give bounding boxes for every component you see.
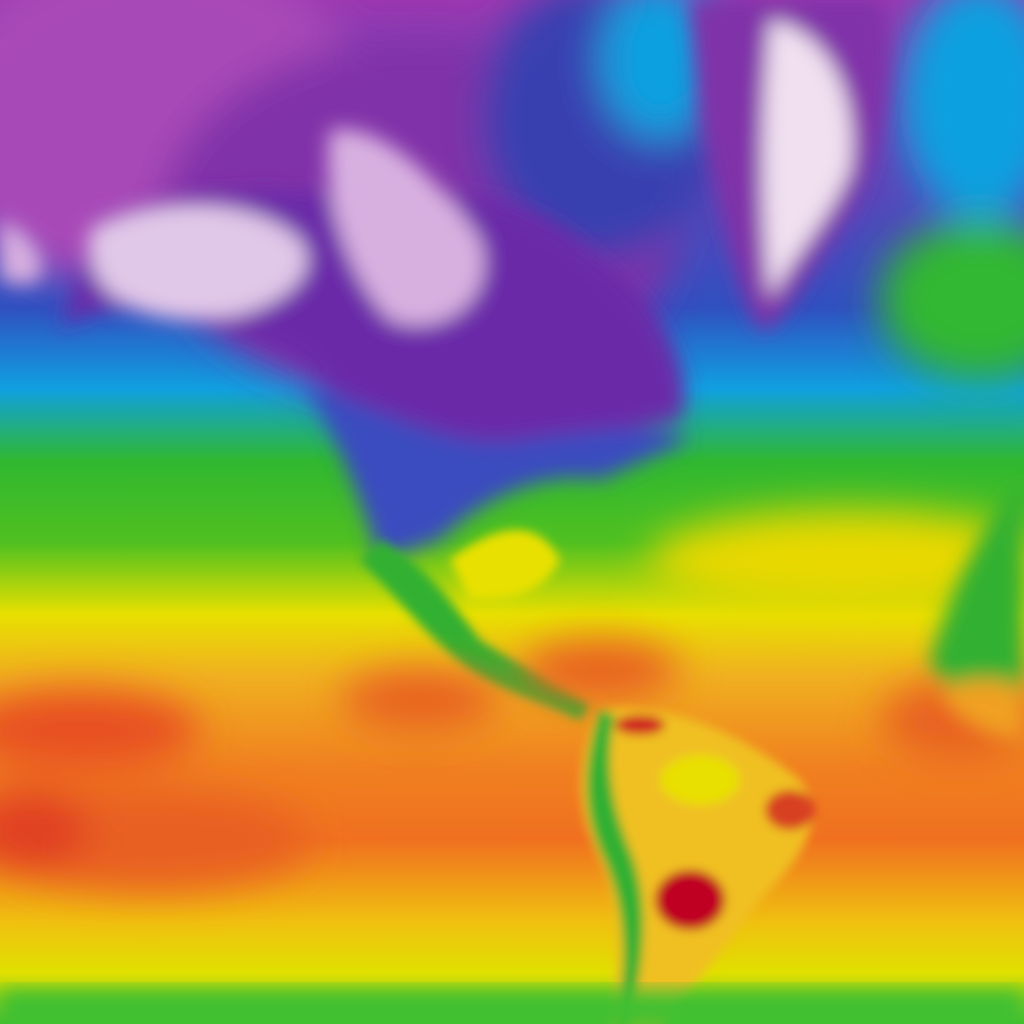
tropical-hot-zones: [0, 510, 1024, 890]
greenland: [690, 0, 888, 330]
north-america: [0, 128, 690, 560]
africa-coast: [930, 480, 1024, 740]
southern-band: [0, 990, 1024, 1024]
south-america: [581, 708, 815, 1024]
